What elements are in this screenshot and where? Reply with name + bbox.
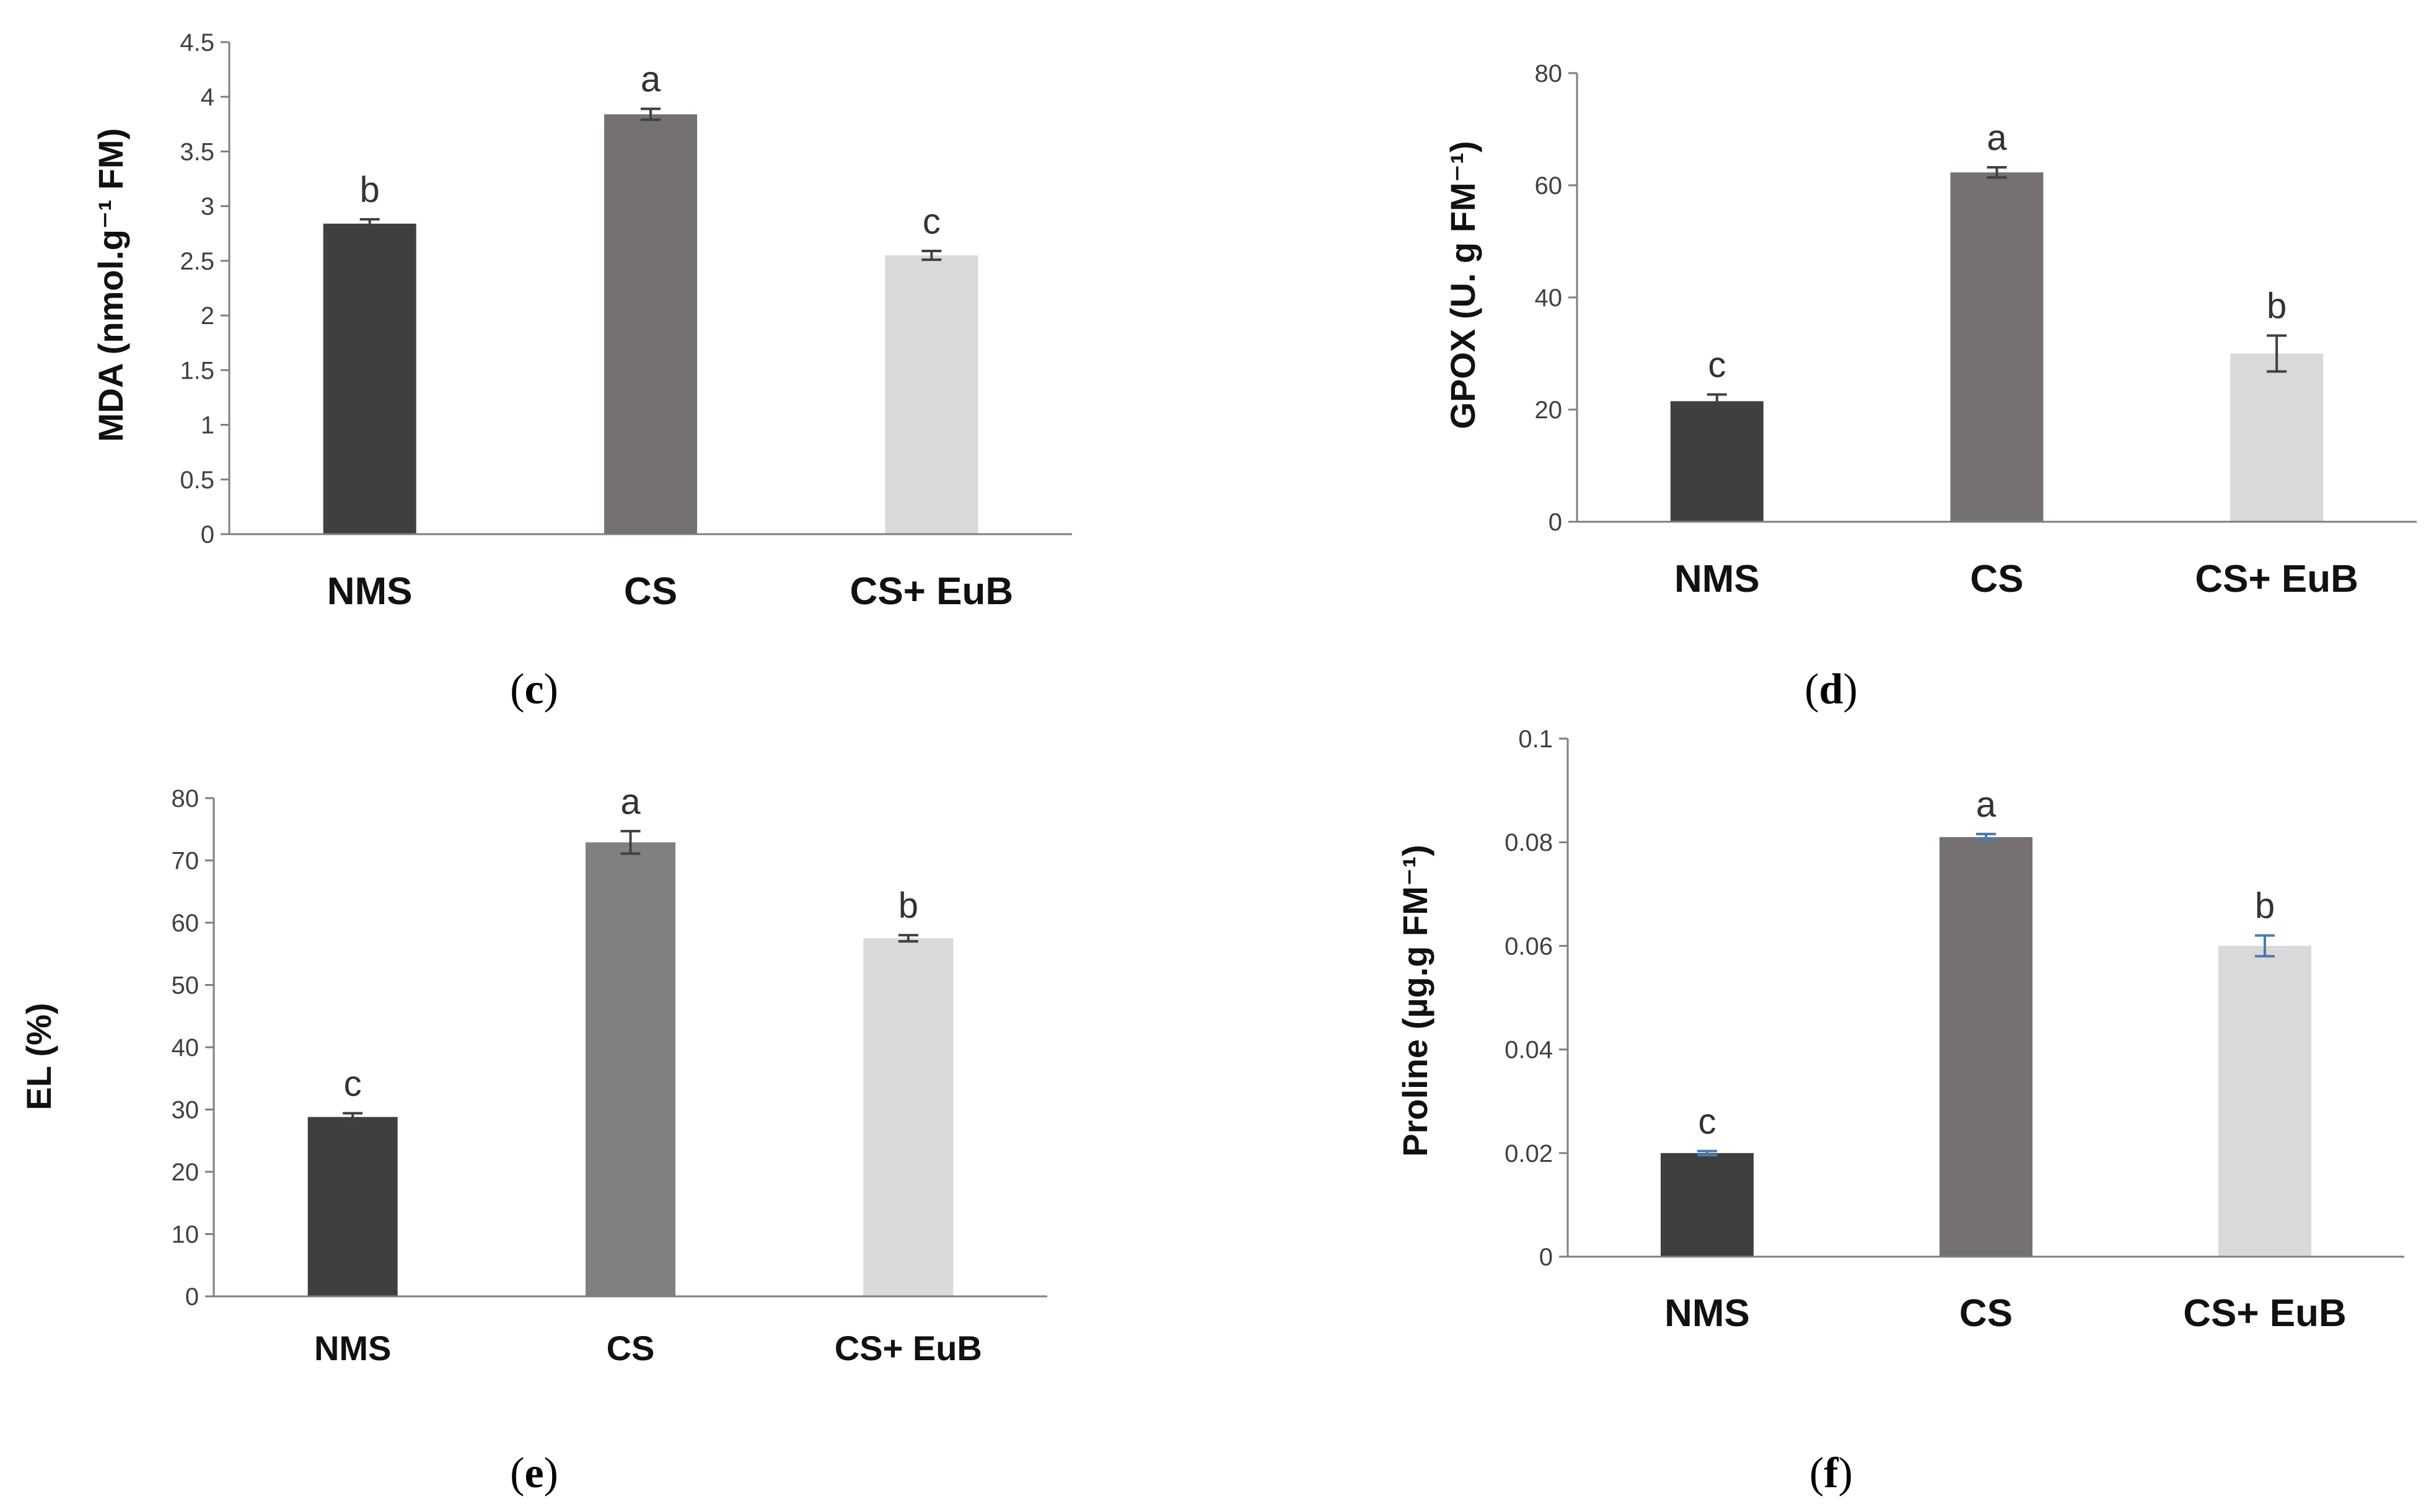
panel-f-x-tick-label: CS+ EuB: [2183, 1292, 2347, 1335]
panel-c-y-tick-label: 3: [201, 193, 214, 221]
panel-d-error-bar: [1707, 393, 1727, 410]
panel-c-y-tick-label: 2.5: [180, 248, 214, 275]
panel-c-y-axis-label: MDA (nmol.g⁻¹ FM): [91, 128, 130, 442]
panel-label-e: (e): [510, 1449, 558, 1497]
panel-e-y-tick-label: 40: [172, 1034, 200, 1061]
panel-d-y-tick-label: 80: [1535, 60, 1563, 87]
panel-c-significance-letter: c: [923, 201, 941, 242]
panel-f-y-tick-label: 0: [1539, 1244, 1553, 1271]
panel-e-y-tick-label: 0: [185, 1283, 199, 1311]
panel-c-error-bar: [921, 250, 942, 262]
panel-f-bar-cs: [1940, 837, 2032, 1257]
panel-d-bar-cs: [1950, 172, 2044, 522]
panel-d-significance-letter: c: [1708, 345, 1726, 385]
panel-c-error-bar: [359, 218, 380, 229]
panel-f-bar-cs-eub: [2218, 946, 2311, 1257]
panel-d-error-bar: [1987, 166, 2007, 179]
panel-d-significance-letter: a: [1987, 118, 2007, 158]
panel-c-y-tick-label: 3.5: [180, 138, 214, 165]
panel-d-x-tick-label: CS+ EuB: [2195, 558, 2358, 600]
panel-c-significance-letter: a: [641, 59, 661, 100]
panel-e-x-tick-label: NMS: [314, 1329, 391, 1368]
panel-e-significance-letter: b: [898, 886, 918, 926]
panel-f-x-tick-label: NMS: [1664, 1292, 1750, 1335]
panel-c-chart: MDA (nmol.g⁻¹ FM) 0 0.5 1 1.5 2 2.5 3 3.5 4 4.5 b…: [91, 29, 1072, 613]
panel-d-x-tick-label: NMS: [1674, 558, 1760, 600]
panel-e-error-bar: [620, 830, 641, 855]
panel-e-x-tick-label: CS+ EuB: [835, 1329, 982, 1368]
panel-f-y-tick-label: 0.06: [1505, 933, 1553, 960]
panel-f-bar-nms: [1661, 1153, 1754, 1257]
panel-e-bar-cs-eub: [863, 938, 954, 1296]
panel-f-significance-letter: b: [2255, 886, 2275, 926]
panel-d-y-tick-label: 0: [1549, 509, 1562, 536]
panel-e-bar-cs: [586, 842, 675, 1296]
panel-d-y-tick-label: 20: [1535, 397, 1563, 424]
panel-c-bar-cs-eub: [885, 255, 978, 534]
panel-e-y-tick-label: 20: [172, 1159, 200, 1186]
panel-e-y-tick-label: 30: [172, 1097, 200, 1124]
panel-e-y-tick-label: 60: [172, 910, 200, 937]
panel-c-y-tick-label: 0.5: [180, 467, 214, 494]
panel-f-significance-letter: c: [1698, 1101, 1716, 1141]
panel-f-chart: Proline (µg.g FM⁻¹) 0 0.02 0.04 0.06 0.08 0.1…: [1395, 726, 2404, 1335]
panel-c-y-tick-label: 1.5: [180, 357, 214, 384]
panel-c-y-tick-label: 1: [201, 412, 214, 439]
panel-c-y-tick-label: 4.5: [180, 29, 214, 56]
panel-e-y-tick-label: 10: [172, 1221, 200, 1249]
panel-f-y-tick-label: 0.1: [1518, 726, 1553, 753]
panel-c-y-tick-label: 2: [201, 302, 214, 330]
panel-e-y-tick-label: 70: [172, 848, 200, 875]
panel-e-significance-letter: c: [344, 1064, 362, 1104]
panel-e-significance-letter: a: [620, 781, 641, 822]
panel-e-error-bar: [343, 1112, 363, 1122]
panel-c-bar-cs: [604, 114, 697, 534]
panel-label-d: (d): [1804, 666, 1858, 713]
panel-e-bar-nms: [307, 1117, 398, 1296]
panel-e-error-bar: [898, 934, 918, 943]
panel-d-y-tick-label: 40: [1535, 284, 1563, 312]
panel-d-x-tick-label: CS: [1970, 558, 2023, 600]
panel-e-chart: EL (%) 0 10 20 30 40 50 60 70 80 c a b NMS CS CS+ Eu…: [19, 781, 1047, 1368]
panel-c-x-tick-label: CS+ EuB: [850, 570, 1014, 613]
panel-d-y-tick-label: 60: [1535, 172, 1563, 200]
panel-d-error-bar: [2267, 334, 2287, 373]
panel-f-y-tick-label: 0.02: [1505, 1140, 1553, 1167]
panel-f-error-bar: [1697, 1149, 1717, 1157]
panel-e-y-tick-label: 50: [172, 972, 200, 1000]
panel-e-y-tick-label: 80: [172, 785, 200, 812]
panel-f-error-bar: [2255, 934, 2275, 958]
panel-f-significance-letter: a: [1976, 785, 1997, 825]
panel-f-y-tick-label: 0.08: [1505, 829, 1553, 856]
panel-c-significance-letter: b: [360, 170, 380, 210]
panel-e-y-axis-label: EL (%): [19, 1003, 58, 1110]
panel-c-y-tick-label: 0: [201, 521, 214, 548]
panel-c-x-tick-label: CS: [624, 570, 677, 613]
panel-label-c: (c): [510, 666, 558, 713]
panel-c-y-tick-label: 4: [201, 84, 214, 111]
panel-d-significance-letter: b: [2267, 286, 2287, 327]
panel-f-y-tick-label: 0.04: [1505, 1037, 1553, 1064]
panel-d-chart: GPOX (U. g FM⁻¹) 0 20 40 60 80 c a b NMS CS CS+ …: [1443, 60, 2417, 600]
panel-e-x-tick-label: CS: [607, 1329, 655, 1368]
panel-c-x-tick-label: NMS: [327, 570, 413, 613]
panel-f-error-bar: [1976, 832, 1996, 842]
panel-d-bar-cs-eub: [2230, 353, 2324, 522]
panel-f-x-tick-label: CS: [1959, 1292, 2013, 1335]
panel-c-bar-nms: [323, 223, 416, 534]
panel-c-error-bar: [641, 107, 661, 121]
panel-d-y-axis-label: GPOX (U. g FM⁻¹): [1443, 141, 1482, 429]
panel-d-bar-nms: [1670, 401, 1764, 522]
panel-f-y-axis-label: Proline (µg.g FM⁻¹): [1395, 845, 1434, 1157]
panel-label-f: (f): [1809, 1449, 1853, 1497]
